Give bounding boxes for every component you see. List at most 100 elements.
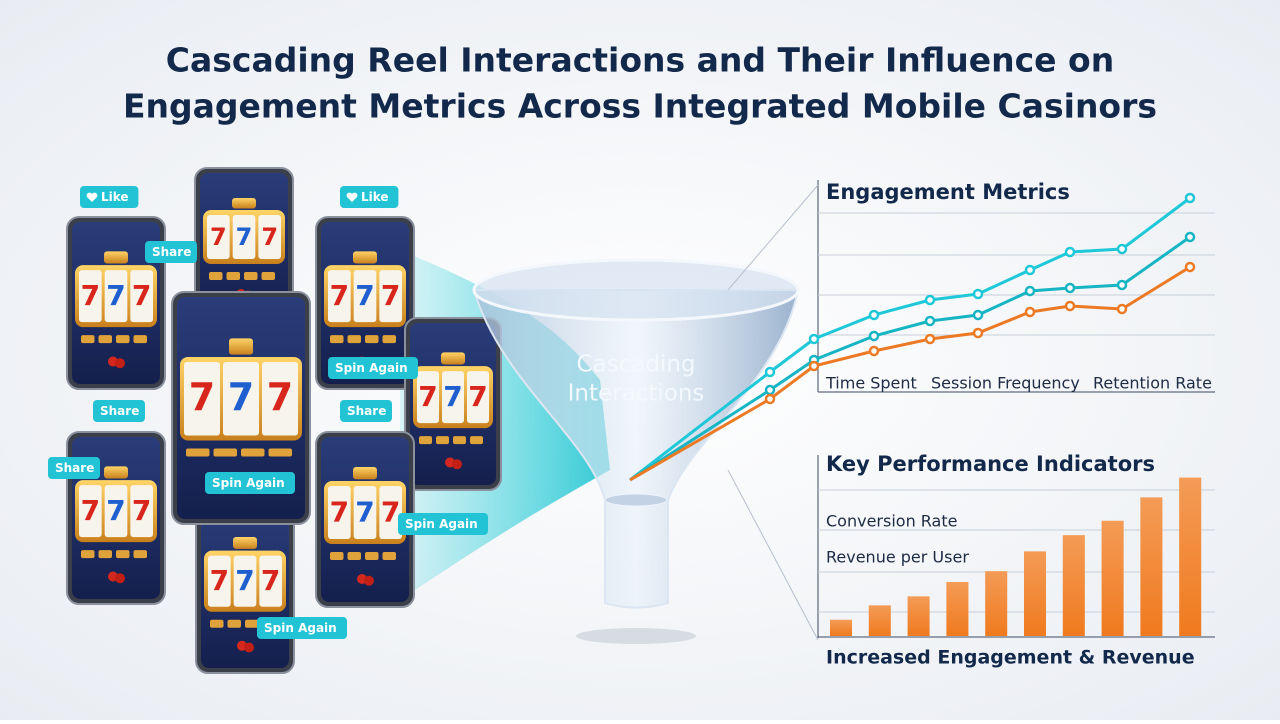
line-marker bbox=[808, 333, 820, 345]
line-marker bbox=[1184, 231, 1196, 243]
bar-shine bbox=[868, 605, 891, 636]
bar-shine bbox=[985, 571, 1008, 636]
line-marker bbox=[1184, 261, 1196, 273]
reel-topper bbox=[233, 537, 257, 549]
bar-shine bbox=[907, 596, 930, 636]
reel-symbol: 7 bbox=[235, 564, 254, 597]
bet-button bbox=[382, 552, 396, 560]
badge-bg bbox=[398, 513, 488, 535]
badge-label: Spin Again bbox=[264, 621, 337, 635]
reel-topper bbox=[353, 467, 377, 480]
reel bbox=[262, 361, 298, 436]
bet-button bbox=[133, 335, 147, 344]
bet-button bbox=[245, 619, 259, 628]
reel-symbol: 7 bbox=[330, 279, 349, 312]
badge-bg bbox=[340, 400, 392, 422]
badge-bg bbox=[328, 357, 418, 379]
bet-button bbox=[98, 335, 112, 344]
reel bbox=[130, 270, 153, 323]
line-chart-frame bbox=[727, 180, 1215, 641]
reel-topper bbox=[353, 251, 377, 264]
line-marker bbox=[868, 345, 880, 357]
bet-button bbox=[244, 272, 258, 280]
badge-bg bbox=[340, 186, 399, 208]
badge-label: Spin Again bbox=[405, 517, 478, 531]
reel-symbol: 7 bbox=[468, 380, 487, 413]
badge-label: Share bbox=[100, 404, 139, 418]
kpi-label: Revenue per User bbox=[826, 548, 969, 567]
badge-label: Spin Again bbox=[212, 476, 285, 490]
reel bbox=[104, 270, 128, 323]
line-series bbox=[629, 265, 1191, 482]
cherry bbox=[115, 358, 125, 369]
line-marker bbox=[1116, 243, 1128, 255]
bet-button bbox=[330, 335, 344, 344]
line-marker bbox=[1024, 306, 1036, 318]
bet-button bbox=[116, 335, 130, 344]
line-marker bbox=[1064, 246, 1076, 258]
chart-footer: Increased Engagement & Revenue bbox=[826, 647, 1195, 669]
reel-symbol: 7 bbox=[228, 375, 254, 419]
bet-button bbox=[210, 619, 224, 628]
bar-shine bbox=[1140, 497, 1163, 636]
reel bbox=[258, 215, 281, 259]
bet-button bbox=[133, 550, 147, 559]
reel bbox=[417, 371, 439, 424]
reel-topper bbox=[229, 338, 253, 355]
cherry bbox=[115, 573, 125, 584]
bar-shine bbox=[830, 619, 852, 636]
reel bbox=[379, 270, 402, 323]
reel-symbol: 7 bbox=[81, 279, 100, 312]
reel bbox=[379, 486, 402, 539]
bet-button bbox=[347, 335, 361, 344]
reel-symbol: 7 bbox=[267, 375, 293, 419]
reel-symbol: 7 bbox=[381, 496, 400, 529]
bet-button bbox=[261, 272, 275, 280]
bet-button bbox=[213, 448, 237, 457]
phones: 7 7 77 7 77 7 77 7 77 7 77 7 77 7 77 7 7 bbox=[66, 167, 502, 674]
reel bbox=[232, 215, 256, 259]
reel bbox=[79, 270, 102, 323]
reel-symbol: 7 bbox=[355, 279, 374, 312]
bet-button bbox=[81, 335, 95, 344]
reel-symbol: 7 bbox=[261, 223, 278, 251]
plots bbox=[629, 192, 1202, 636]
line-marker bbox=[808, 360, 820, 372]
bar-shine bbox=[1062, 535, 1085, 636]
bet-button bbox=[436, 436, 449, 445]
metric-label: Session Frequency bbox=[931, 374, 1080, 393]
reel bbox=[223, 361, 259, 436]
funnel: Cascading Interactions bbox=[472, 258, 800, 644]
bet-button bbox=[116, 550, 130, 559]
badge-label: Share bbox=[152, 245, 191, 259]
badge-bg bbox=[205, 472, 295, 494]
bet-button bbox=[365, 335, 379, 344]
bar-shine bbox=[1179, 477, 1202, 636]
line-marker bbox=[924, 315, 936, 327]
reel-symbol: 7 bbox=[330, 496, 349, 529]
bet-button bbox=[330, 552, 344, 560]
reel-symbol: 7 bbox=[355, 496, 374, 529]
bet-button bbox=[227, 619, 241, 628]
reel-topper bbox=[232, 198, 256, 209]
bet-button bbox=[241, 448, 265, 457]
bet-button bbox=[226, 272, 240, 280]
reel-symbol: 7 bbox=[132, 279, 151, 312]
line-marker bbox=[972, 288, 984, 300]
line-marker bbox=[1024, 285, 1036, 297]
bar-shine bbox=[1024, 551, 1046, 636]
reel-symbol: 7 bbox=[132, 494, 151, 527]
cherry bbox=[244, 642, 254, 653]
kpi-label: Conversion Rate bbox=[826, 512, 957, 531]
badge-bg bbox=[257, 617, 347, 639]
line-marker bbox=[764, 393, 776, 405]
reel-symbol: 7 bbox=[106, 494, 125, 527]
reel bbox=[184, 361, 220, 436]
